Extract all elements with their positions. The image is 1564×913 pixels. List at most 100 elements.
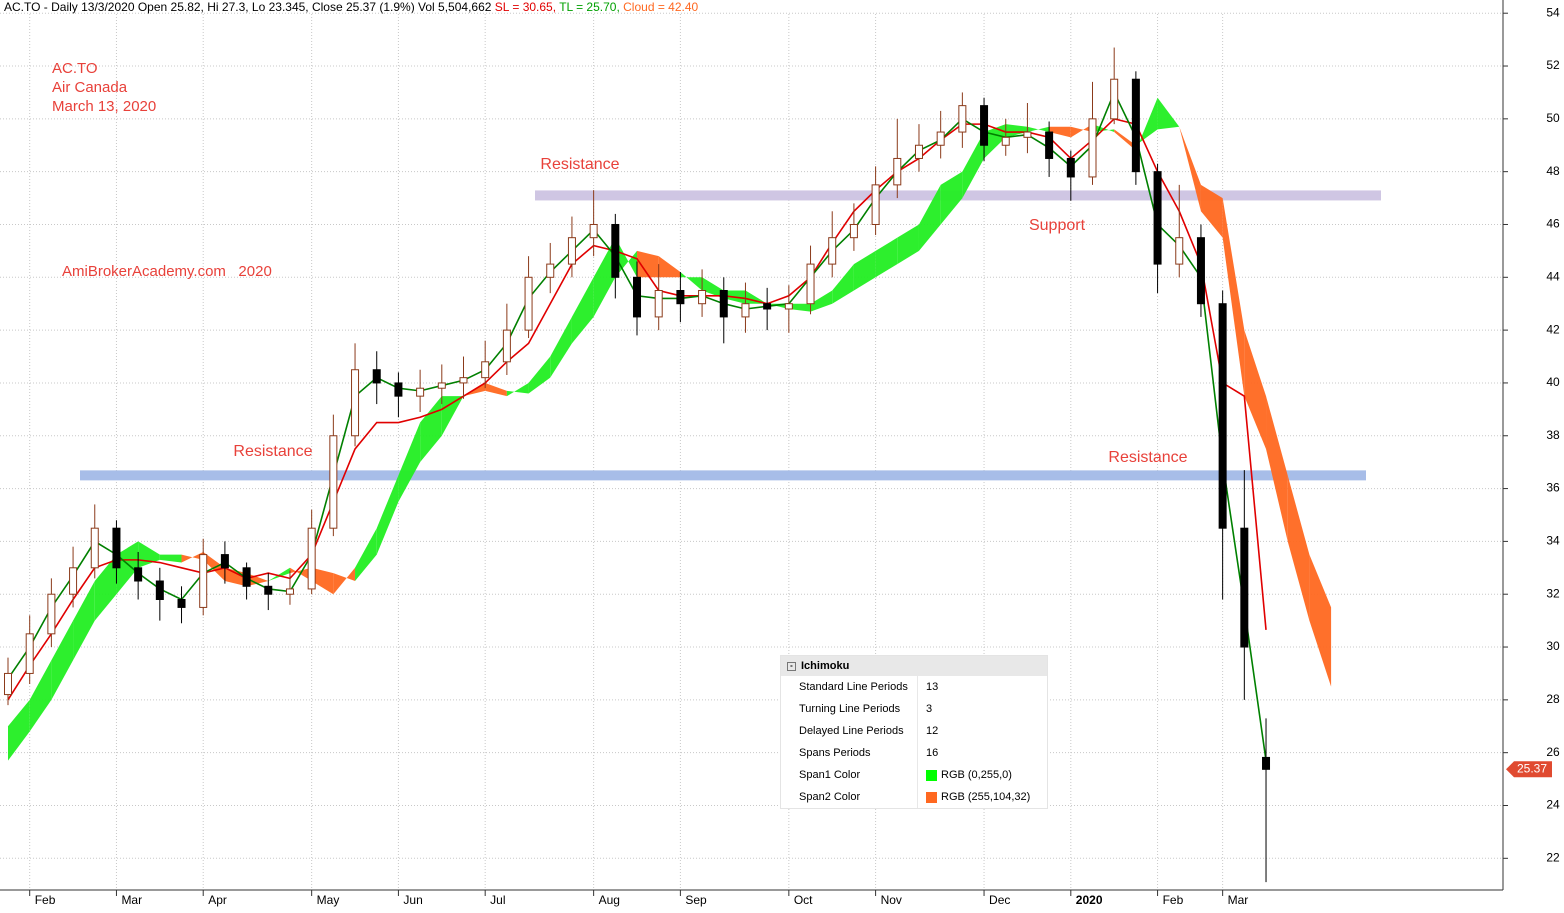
- candle-body: [1110, 78, 1119, 120]
- candle-body: [914, 144, 923, 159]
- cloud-segment: [918, 184, 941, 251]
- candle-body: [567, 237, 576, 265]
- panel-row: Spans Periods 16: [781, 742, 1047, 764]
- candle-body: [1066, 157, 1075, 178]
- candle-body: [1218, 303, 1227, 529]
- color-swatch: [926, 769, 937, 781]
- candle-body: [47, 593, 56, 635]
- cloud-segment: [1070, 124, 1093, 138]
- candle-body: [459, 377, 468, 384]
- candle-body: [437, 382, 446, 389]
- cloud-segment: [224, 567, 247, 587]
- candle-body: [1023, 131, 1032, 138]
- candle-body: [871, 184, 880, 225]
- candle-body: [828, 237, 837, 265]
- candle-body: [69, 567, 78, 595]
- candle-body: [285, 588, 294, 595]
- panel-value: 13: [918, 676, 1048, 698]
- candle-body: [698, 290, 707, 305]
- y-tick-label: 48: [1546, 164, 1560, 178]
- cloud-segment: [550, 316, 572, 378]
- last-price-label: 25.37: [1517, 761, 1547, 775]
- cloud-segment: [1222, 198, 1245, 397]
- candle-body: [1131, 78, 1140, 173]
- annotation: Support: [1029, 217, 1086, 234]
- x-tick-label: Nov: [881, 893, 902, 907]
- candle-body: [1088, 118, 1097, 178]
- x-tick-label: Feb: [1163, 893, 1184, 907]
- cloud-segment: [528, 356, 551, 394]
- x-tick-label: Apr: [208, 893, 227, 907]
- x-tick-label: May: [317, 893, 340, 907]
- header-sl: SL = 30.65,: [495, 0, 556, 14]
- cloud-segment: [29, 660, 52, 732]
- cloud-segment: [138, 541, 160, 568]
- candle-body: [155, 580, 164, 600]
- y-tick-label: 52: [1546, 58, 1560, 72]
- candle-body: [633, 276, 642, 318]
- cloud-segment: [1114, 129, 1136, 151]
- x-tick-label: Mar: [1228, 893, 1249, 907]
- y-tick-label: 30: [1546, 639, 1560, 653]
- panel-text: 3: [926, 703, 933, 715]
- panel-value: RGB (255,104,32): [918, 786, 1048, 808]
- cloud-segment: [1266, 396, 1288, 542]
- panel-text: Span1 Color: [799, 769, 861, 781]
- header-cloud: Cloud = 42.40: [623, 0, 698, 14]
- cloud-segment: [853, 250, 876, 291]
- candle-body: [524, 276, 533, 331]
- cloud-segment: [398, 422, 421, 502]
- candle-body: [719, 290, 728, 318]
- panel-text: Standard Line Periods: [799, 681, 908, 693]
- x-tick-label: Sep: [685, 893, 707, 907]
- cloud-segment: [506, 382, 529, 397]
- cloud-segment: [940, 171, 963, 225]
- y-tick-label: 42: [1546, 322, 1560, 336]
- panel-key: Spans Periods: [781, 742, 918, 764]
- cloud-segment: [897, 224, 919, 265]
- cloud-segment: [355, 528, 377, 582]
- info-text: March 13, 2020: [52, 98, 156, 115]
- panel-table: Standard Line Periods 13 Turning Line Peri…: [781, 676, 1047, 808]
- candle-body: [134, 567, 143, 582]
- candle-body: [1175, 237, 1184, 265]
- panel-text: 12: [926, 725, 939, 737]
- candle-body: [893, 157, 902, 186]
- info-text: Air Canada: [52, 79, 128, 96]
- x-tick-label: Aug: [599, 893, 620, 907]
- cloud-segment: [8, 699, 30, 761]
- candle-body: [741, 303, 750, 318]
- panel-key: Turning Line Periods: [781, 698, 918, 720]
- info-text: AC.TO: [52, 60, 98, 77]
- candle-body: [763, 303, 772, 310]
- candle-body: [806, 263, 815, 305]
- header-main: AC.TO - Daily 13/3/2020 Open 25.82, Hi 2…: [4, 0, 492, 14]
- cloud-segment: [116, 541, 139, 595]
- candle-body: [25, 633, 34, 674]
- cloud-segment: [1157, 97, 1180, 130]
- cloud-segment: [1027, 126, 1050, 133]
- cloud-segment: [637, 250, 659, 278]
- panel-row: Turning Line Periods 3: [781, 698, 1047, 720]
- cloud-segment: [420, 396, 442, 463]
- candle-body: [329, 435, 338, 529]
- panel-text: 16: [926, 747, 939, 759]
- candle-body: [1262, 756, 1271, 770]
- header-tl: TL = 25.70,: [559, 0, 620, 14]
- panel-key: Delayed Line Periods: [781, 720, 918, 742]
- cloud-segment: [571, 277, 594, 344]
- panel-text: 13: [926, 681, 939, 693]
- candle-body: [307, 527, 316, 590]
- y-tick-label: 32: [1546, 586, 1560, 600]
- y-tick-label: 46: [1546, 217, 1560, 231]
- panel-value: 12: [918, 720, 1048, 742]
- annotation: Resistance: [540, 156, 619, 173]
- last-price-box: [1506, 761, 1552, 778]
- candle-body: [589, 223, 598, 239]
- candle-body: [220, 554, 229, 569]
- panel-value: 3: [918, 698, 1048, 720]
- candle-body: [416, 387, 425, 397]
- cloud-segment: [1309, 554, 1332, 687]
